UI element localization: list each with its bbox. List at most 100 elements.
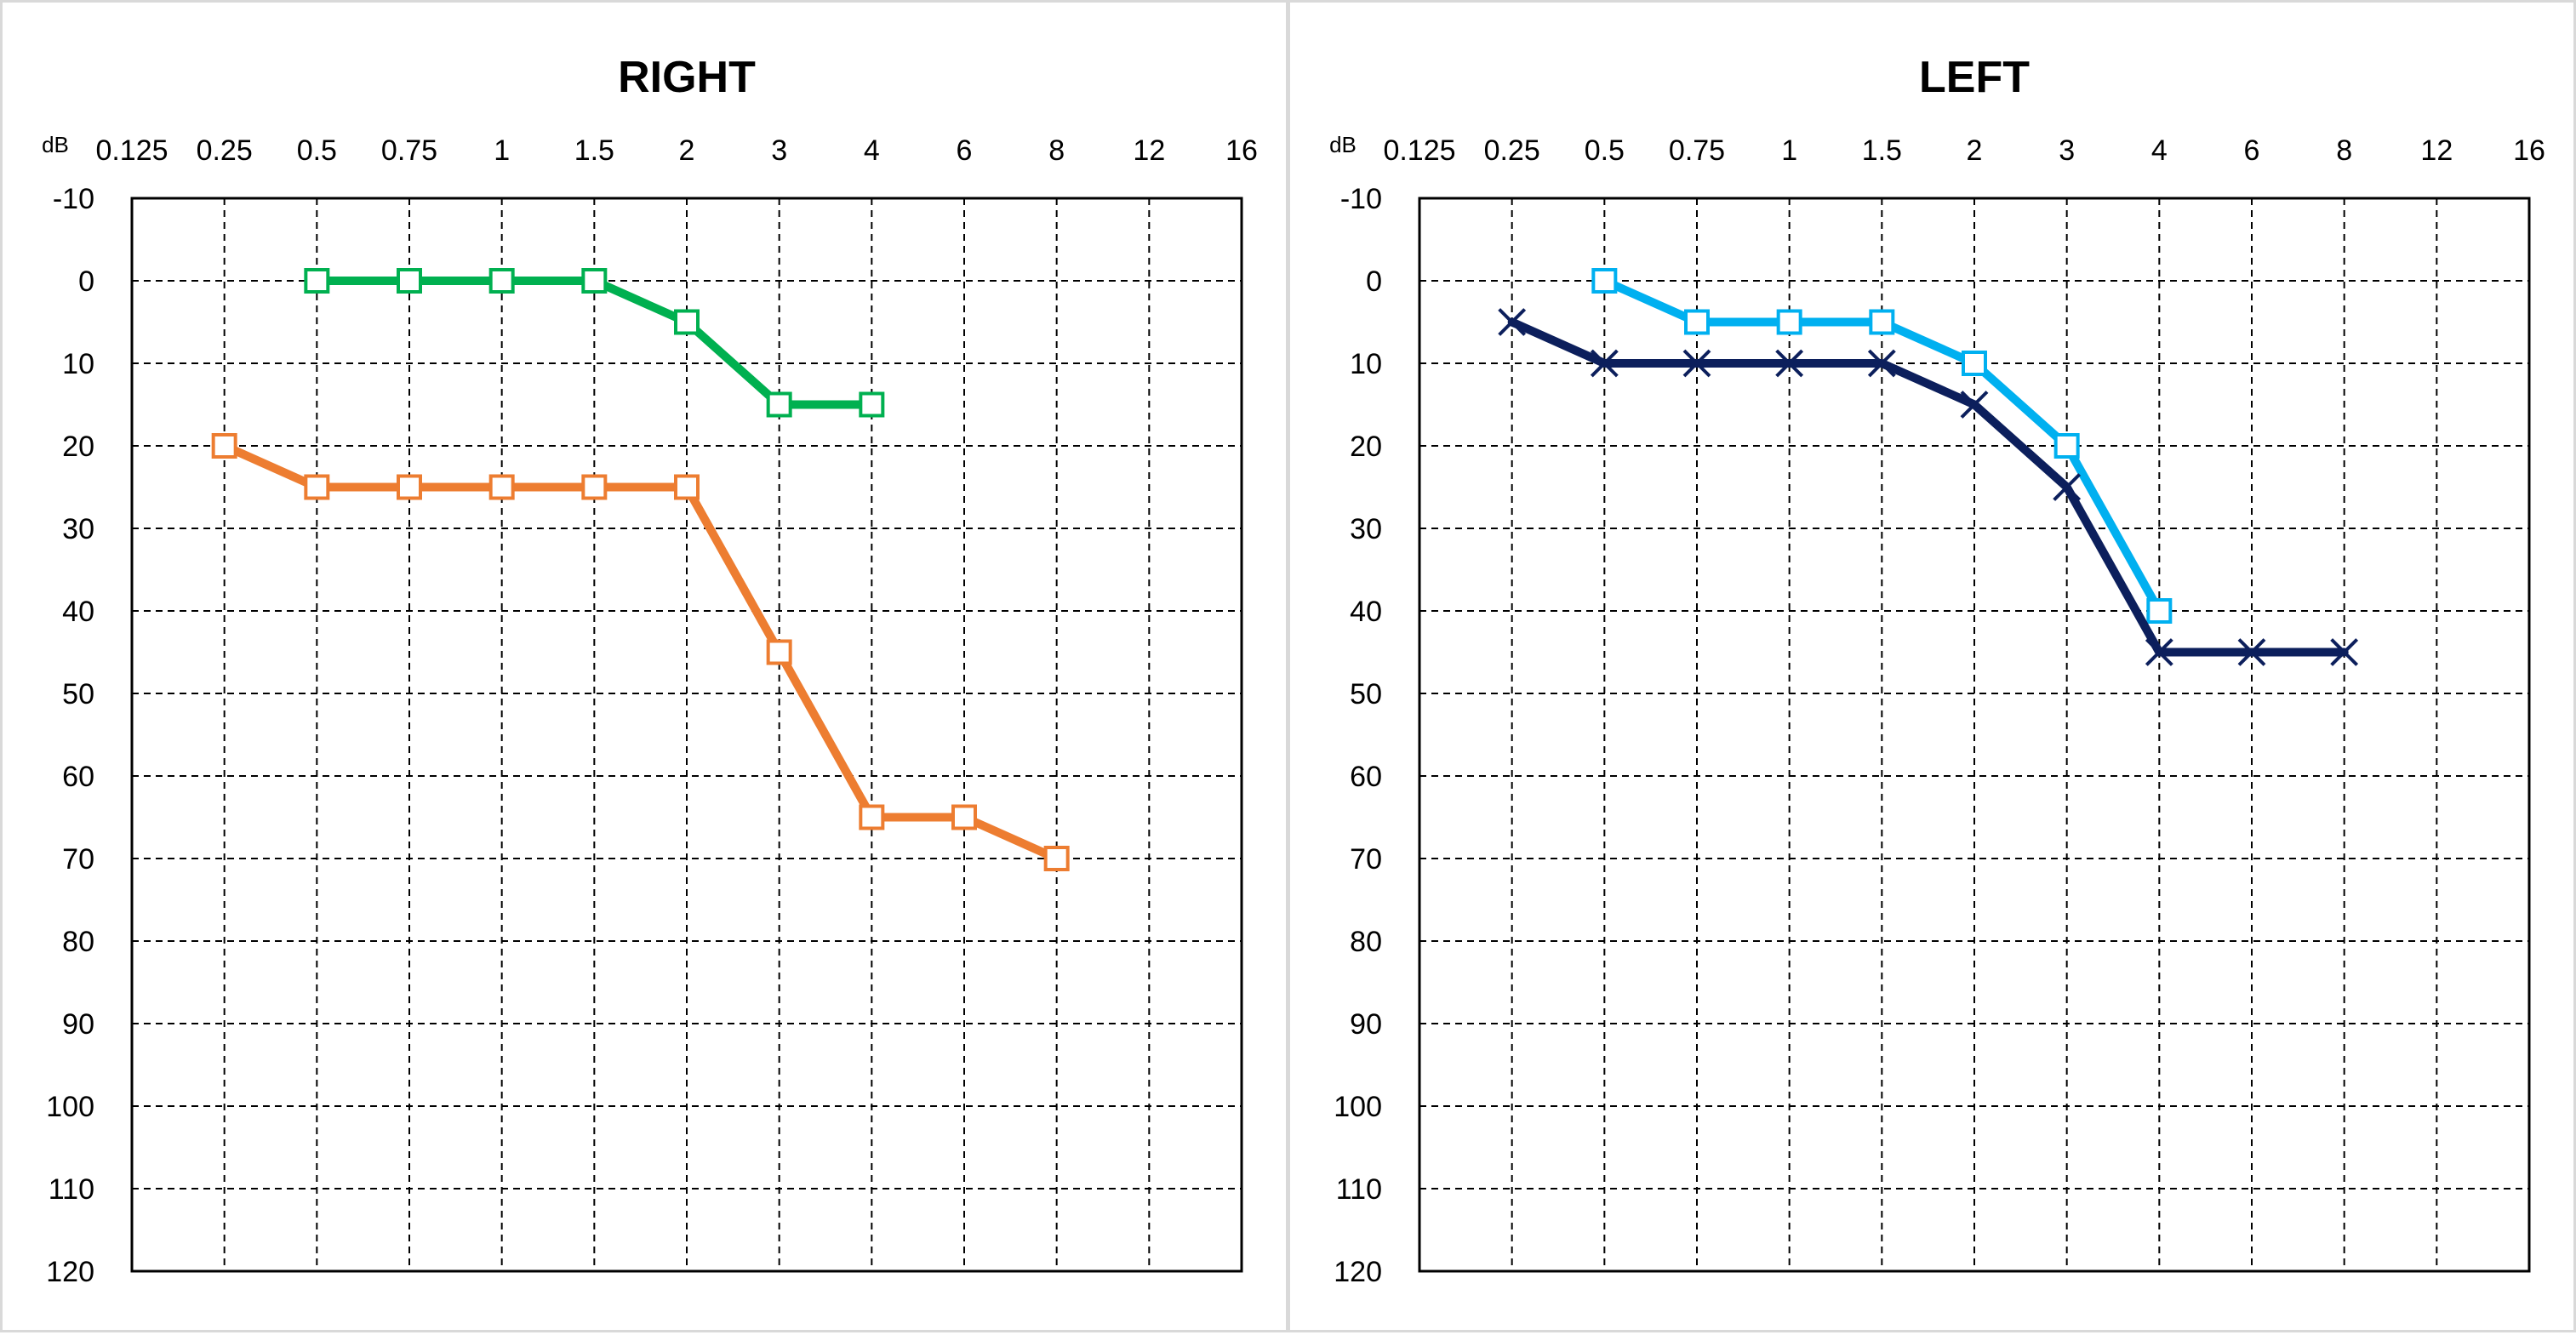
data-point-cross-marker [2237, 638, 2266, 666]
data-point-square-marker [766, 639, 792, 665]
cross-stroke [1498, 308, 1527, 336]
data-point-square-marker [1591, 268, 1618, 294]
data-point-square-marker [581, 474, 608, 500]
x-tick-label: 0.75 [1669, 134, 1725, 167]
data-point-square-marker [674, 309, 700, 335]
cross-stroke [1590, 349, 1619, 378]
data-point-square-marker [1962, 351, 1987, 376]
y-tick-label: 90 [62, 1008, 94, 1041]
plot-frame [130, 197, 1243, 1273]
data-point-square-marker [951, 804, 977, 830]
y-tick-label: 20 [62, 431, 94, 463]
y-tick-label: -10 [1340, 183, 1382, 215]
x-tick-label: 3 [771, 134, 787, 167]
y-tick-label: 120 [1334, 1256, 1382, 1288]
data-point-square-marker [674, 474, 700, 500]
unit-label: dB [1329, 132, 1357, 157]
x-tick-label: 0.5 [297, 134, 337, 167]
x-tick-label: 12 [1133, 134, 1165, 167]
x-tick-label: 0.75 [381, 134, 437, 167]
x-tick-label: 1.5 [574, 134, 614, 167]
x-tick-label: 8 [2336, 134, 2352, 167]
cross-stroke [2330, 638, 2359, 666]
y-tick-label: 110 [49, 1173, 94, 1206]
y-tick-label: 0 [1366, 265, 1382, 298]
plot-frame [1418, 197, 2531, 1273]
y-tick-label: 100 [1334, 1091, 1382, 1123]
x-tick-label: 1.5 [1862, 134, 1902, 167]
x-tick-label: 4 [2151, 134, 2168, 167]
data-point-square-marker [211, 433, 237, 459]
data-point-square-marker [859, 391, 885, 418]
data-point-cross-marker [1775, 349, 1804, 378]
cross-stroke [1775, 349, 1804, 378]
x-tick-label: 12 [2420, 134, 2453, 167]
cross-stroke [2053, 473, 2082, 501]
x-tick-label: 16 [1225, 134, 1258, 167]
x-tick-label: 0.25 [197, 134, 253, 167]
data-point-cross-marker [1590, 349, 1619, 378]
audiogram-left-chart: LEFT dB 0.125 0.25 0.5 0.75 1 1.5 2 3 4 6 8 12 16 -10 0 1… [1329, 53, 2545, 1288]
data-point-square-marker [1684, 309, 1710, 335]
data-point-cross-marker [2330, 638, 2359, 666]
data-point-square-marker [304, 268, 330, 294]
chart-title: RIGHT [618, 53, 756, 102]
data-point-square-marker [1043, 846, 1070, 871]
cross-stroke [1682, 349, 1711, 378]
audiogram-left-panel: LEFT dB 0.125 0.25 0.5 0.75 1 1.5 2 3 4 6 8 12 16 -10 0 1… [1288, 0, 2576, 1332]
y-tick-label: 10 [1350, 348, 1382, 380]
x-tick-label: 2 [679, 134, 695, 167]
data-point-square-marker [859, 804, 885, 830]
y-tick-label: 40 [1350, 596, 1382, 628]
data-point-cross-marker [2053, 473, 2082, 501]
y-tick-label: 70 [62, 843, 94, 876]
y-tick-label: 50 [1350, 678, 1382, 710]
y-tick-label: 30 [1350, 513, 1382, 545]
x-tick-label: 16 [2513, 134, 2545, 167]
x-tick-label: 0.125 [95, 134, 168, 167]
y-tick-label: 70 [1350, 843, 1382, 876]
unit-label: dB [42, 132, 69, 157]
cross-stroke [1960, 391, 1989, 419]
data-point-square-marker [488, 474, 515, 500]
y-tick-label: 110 [1336, 1173, 1382, 1206]
x-tick-label: 2 [1967, 134, 1983, 167]
y-tick-label: 30 [62, 513, 94, 545]
data-point-cross-marker [1682, 349, 1711, 378]
y-tick-label: 0 [78, 265, 94, 298]
chart-title: LEFT [1919, 53, 2030, 102]
x-tick-label: 6 [2244, 134, 2260, 167]
x-tick-label: 0.125 [1383, 134, 1455, 167]
data-point-square-marker [1776, 309, 1802, 335]
y-tick-label: 80 [62, 926, 94, 958]
x-tick-label: 1 [1781, 134, 1797, 167]
audiogram-right-panel: RIGHT dB 0.125 0.25 0.5 0.75 1 1.5 2 3 4 6 8 12 16 -10 0… [0, 0, 1288, 1332]
data-point-square-marker [581, 268, 608, 294]
data-point-square-marker [304, 474, 330, 500]
data-point-square-marker [488, 268, 515, 294]
cross-stroke [2145, 638, 2173, 666]
y-tick-label: 40 [62, 596, 94, 628]
y-tick-label: -10 [53, 183, 94, 215]
data-point-square-marker [397, 474, 422, 500]
data-point-cross-marker [1498, 308, 1527, 336]
x-tick-label: 6 [957, 134, 973, 167]
x-tick-label: 0.5 [1585, 134, 1625, 167]
x-tick-label: 4 [864, 134, 880, 167]
data-point-cross-marker [2145, 638, 2173, 666]
data-point-square-marker [2146, 598, 2173, 624]
x-tick-label: 1 [494, 134, 510, 167]
y-tick-label: 20 [1350, 431, 1382, 463]
cross-stroke [2237, 638, 2266, 666]
data-point-square-marker [397, 268, 422, 294]
series-line [220, 442, 1061, 863]
y-tick-label: 90 [1350, 1008, 1382, 1041]
data-point-cross-marker [1960, 391, 1989, 419]
data-point-cross-marker [1867, 349, 1896, 378]
y-tick-label: 10 [62, 348, 94, 380]
y-tick-label: 120 [46, 1256, 94, 1288]
audiogram-right-chart: RIGHT dB 0.125 0.25 0.5 0.75 1 1.5 2 3 4 6 8 12 16 -10 0… [42, 53, 1258, 1288]
x-tick-label: 3 [2059, 134, 2075, 167]
cross-stroke [1867, 349, 1896, 378]
y-tick-label: 60 [1350, 761, 1382, 793]
